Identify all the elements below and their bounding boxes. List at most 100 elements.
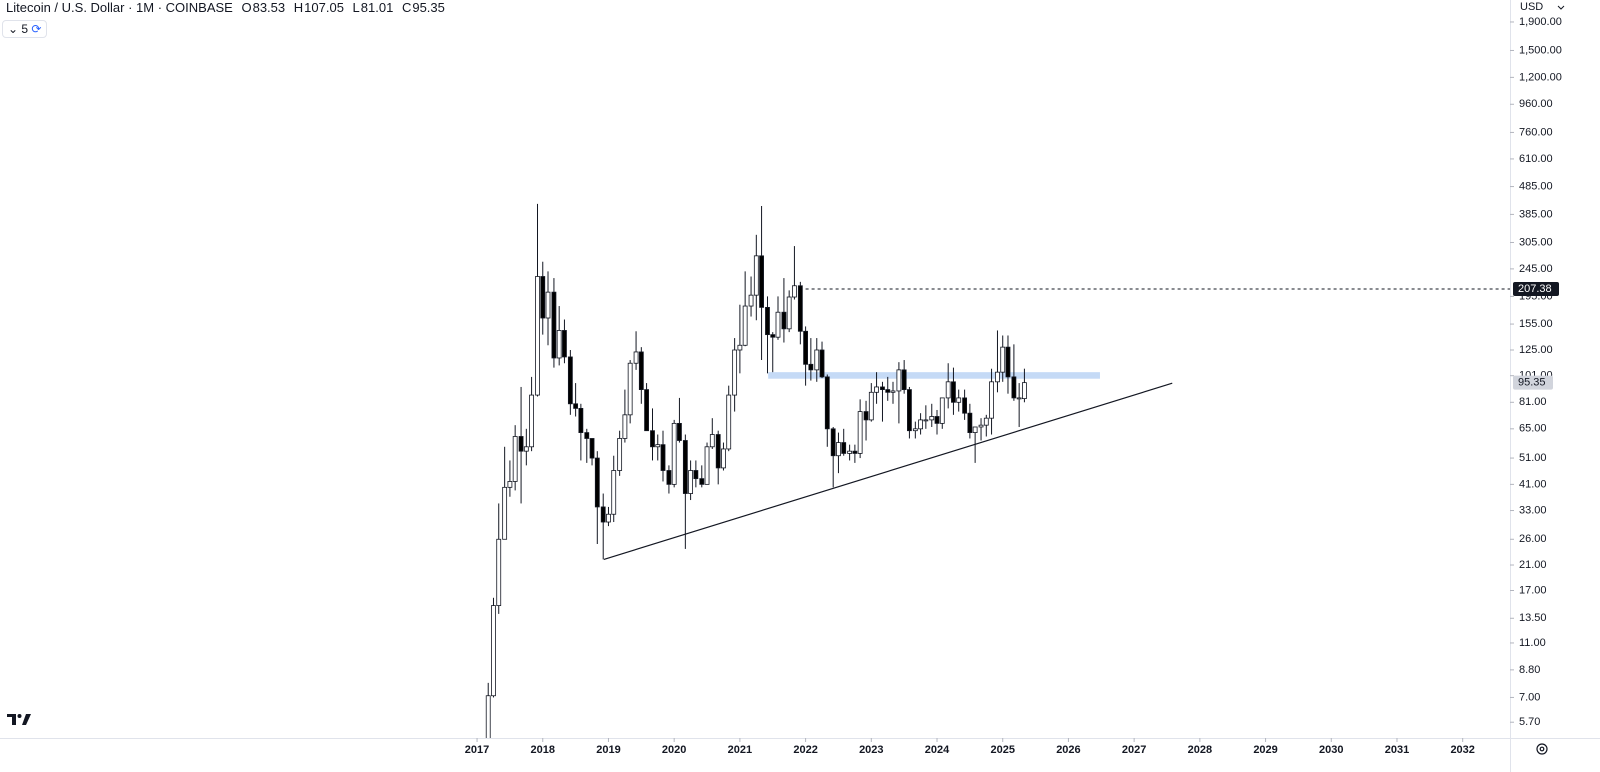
- candle-body: [934, 416, 940, 424]
- resistance-zone: [768, 372, 1100, 379]
- candle-body: [502, 486, 508, 540]
- ohlc-value: 107.05: [304, 0, 344, 15]
- ohlc-value: 81.01: [360, 0, 394, 15]
- candle-body: [852, 450, 858, 454]
- candle-body: [655, 444, 661, 448]
- chart-header: Litecoin / U.S. Dollar · 1M · COINBASE O…: [6, 0, 445, 16]
- candle-body: [972, 426, 978, 433]
- x-tick-label: 2025: [990, 744, 1014, 756]
- x-tick-label: 2026: [1056, 744, 1080, 756]
- candle-body: [885, 389, 891, 393]
- candle-body: [638, 351, 644, 390]
- ohlc-label: O: [241, 0, 252, 15]
- candle-body: [759, 255, 764, 308]
- y-tick-label: 51.00: [1519, 452, 1547, 464]
- price-line-label: 207.38: [1518, 283, 1552, 295]
- y-tick-label: 1,900.00: [1519, 16, 1562, 28]
- candle-body: [726, 394, 732, 450]
- x-tick-label: 2023: [859, 744, 883, 756]
- candle-body: [956, 397, 962, 403]
- y-tick-label: 960.00: [1519, 98, 1553, 110]
- candle-body: [896, 369, 902, 392]
- settings-icon[interactable]: [1536, 743, 1548, 755]
- candle-body: [606, 513, 611, 523]
- candle-body: [824, 376, 830, 430]
- candle-body: [819, 349, 825, 378]
- y-tick-label: 21.00: [1519, 559, 1547, 571]
- x-tick-label: 2032: [1450, 744, 1474, 756]
- candle-body: [995, 371, 1000, 383]
- indicator-toggle[interactable]: ⌄ 5 ⟳: [2, 20, 48, 38]
- candle-body: [808, 363, 814, 371]
- y-tick-label: 610.00: [1519, 153, 1553, 165]
- x-tick-label: 2018: [531, 744, 555, 756]
- x-tick-label: 2028: [1188, 744, 1212, 756]
- y-tick-label: 8.80: [1519, 664, 1540, 676]
- candle-body: [967, 412, 973, 433]
- x-tick-label: 2029: [1253, 744, 1277, 756]
- candle-body: [622, 414, 628, 439]
- candle-body: [770, 334, 776, 338]
- y-tick-label: 13.50: [1519, 612, 1547, 624]
- currency-dropdown-icon[interactable]: [1557, 5, 1565, 10]
- currency-label[interactable]: USD: [1520, 1, 1544, 13]
- candle-body: [573, 403, 579, 409]
- price-line-badge: [1513, 281, 1559, 296]
- candle-body: [962, 397, 968, 414]
- candle-body: [650, 430, 655, 448]
- y-tick-label: 81.00: [1519, 396, 1547, 408]
- plot-area: [485, 203, 1510, 738]
- candle-body: [857, 411, 863, 454]
- candle-body: [578, 408, 584, 433]
- x-tick-label: 2020: [662, 744, 686, 756]
- candle-body: [627, 362, 633, 416]
- candle-body: [797, 285, 803, 332]
- last-price-label: 95.35: [1518, 377, 1546, 389]
- candle-body: [775, 311, 781, 338]
- candle-body: [709, 434, 715, 448]
- y-tick-label: 11.00: [1519, 637, 1546, 649]
- y-tick-label: 245.00: [1519, 263, 1553, 275]
- candle-body: [765, 306, 770, 336]
- y-tick-label: 125.00: [1519, 344, 1553, 356]
- candle-body: [518, 436, 524, 452]
- candle-body: [551, 291, 557, 359]
- candle-body: [535, 276, 540, 396]
- candle-body: [868, 391, 874, 421]
- ohlc-label: L: [352, 0, 360, 15]
- candle-body: [841, 442, 847, 454]
- candle-body: [983, 417, 989, 426]
- candle-body: [562, 330, 567, 358]
- candle-body: [600, 506, 606, 523]
- x-tick-label: 2019: [596, 744, 620, 756]
- candle-body: [512, 436, 518, 482]
- candle-body: [567, 356, 573, 405]
- candle-body: [1016, 397, 1022, 400]
- candle-body: [594, 457, 600, 508]
- candle-body: [737, 344, 743, 351]
- candle-body: [540, 276, 546, 319]
- candle-body: [699, 478, 705, 485]
- candle-body: [677, 422, 682, 441]
- candle-body: [1022, 382, 1027, 399]
- y-tick-label: 385.00: [1519, 208, 1553, 220]
- candle-body: [814, 349, 820, 371]
- y-tick-label: 7.00: [1519, 691, 1540, 703]
- y-tick-label: 5.70: [1519, 716, 1540, 728]
- candle-body: [753, 255, 759, 296]
- candle-body: [1005, 346, 1011, 378]
- candle-body: [1000, 346, 1006, 373]
- x-tick-label: 2030: [1319, 744, 1343, 756]
- y-tick-label: 1,200.00: [1519, 71, 1562, 83]
- candle-body: [830, 428, 836, 457]
- candle-body: [890, 390, 896, 393]
- candle-body: [907, 389, 912, 432]
- candle-body: [589, 438, 595, 459]
- candle-body: [496, 538, 502, 606]
- candle-body: [786, 296, 792, 330]
- last-price-badge: [1513, 375, 1553, 390]
- candle-body: [912, 428, 918, 432]
- candle-body: [1011, 376, 1017, 399]
